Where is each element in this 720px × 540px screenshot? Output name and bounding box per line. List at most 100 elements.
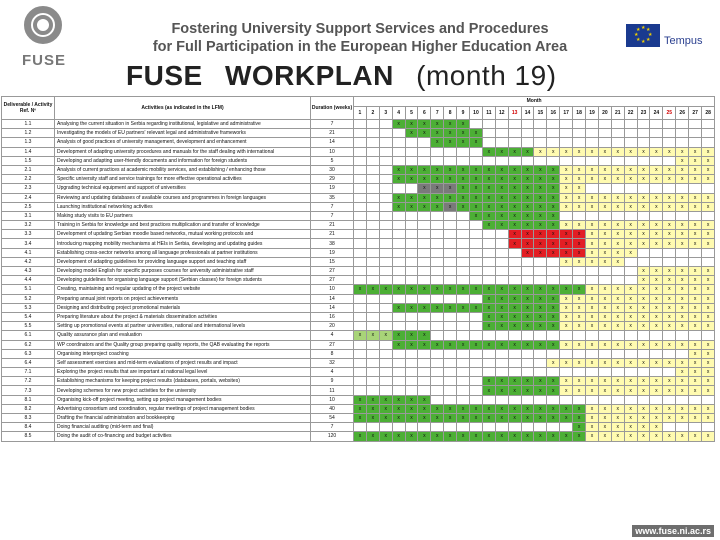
month-cell: x <box>597 201 612 212</box>
month-cell: x <box>430 128 445 139</box>
month-cell: x <box>662 302 677 313</box>
month-cell: x <box>507 183 522 194</box>
table-row: 2.1 Analysis of current practices at acad… <box>1 164 716 176</box>
month-cell <box>533 128 548 139</box>
month-cell <box>533 137 548 148</box>
month-cell <box>481 348 496 359</box>
month-cell <box>378 192 393 203</box>
month-cell: x <box>649 284 664 295</box>
month-cell <box>649 348 664 359</box>
month-cell <box>456 311 471 323</box>
month-cell: x <box>649 293 664 304</box>
month-cell: x <box>675 284 690 295</box>
month-cell <box>417 146 432 157</box>
month-cell: x <box>623 192 638 203</box>
table-row: 6.3 Organising interproject coaching 8 x x <box>1 348 716 359</box>
month-cell <box>675 210 690 222</box>
month-cell <box>353 367 367 378</box>
month-cell <box>430 293 445 304</box>
month-cell <box>597 155 612 166</box>
month-cell: x <box>636 302 651 313</box>
month-cell <box>365 385 380 396</box>
month-cell: x <box>636 293 651 304</box>
month-cell <box>559 394 574 405</box>
month-cell <box>456 394 471 405</box>
month-cell: x <box>520 431 535 442</box>
month-cell: x <box>662 431 677 442</box>
month-cell: x <box>610 229 625 240</box>
month-header: 9 <box>456 105 471 121</box>
month-cell: x <box>494 385 509 396</box>
month-cell <box>636 183 651 194</box>
month-cell <box>662 330 677 341</box>
activity-duration: 32 <box>310 357 354 369</box>
project-title: Fostering University Support Services an… <box>150 20 570 56</box>
month-cell: x <box>494 403 509 415</box>
month-cell: x <box>572 183 587 194</box>
month-cell <box>585 210 599 222</box>
month-cell: x <box>417 192 432 203</box>
month-cell <box>675 128 690 139</box>
month-cell <box>649 330 664 341</box>
month-cell <box>494 128 509 139</box>
month-cell <box>404 155 419 166</box>
month-cell <box>391 229 406 240</box>
month-cell: x <box>507 210 522 222</box>
month-cell: x <box>430 403 445 415</box>
month-cell: x <box>469 339 483 350</box>
table-row: 4.2 Development of adapting guidelines fo… <box>1 256 716 268</box>
activity-ref: 6.3 <box>1 348 55 359</box>
month-cell: x <box>507 164 522 176</box>
table-row: 8.3 Drafting the financial administration… <box>1 412 716 424</box>
month-header: 3 <box>378 105 393 121</box>
month-cell <box>675 348 690 359</box>
month-cell <box>701 128 716 139</box>
month-cell: x <box>469 128 483 139</box>
month-cell <box>507 247 522 258</box>
month-cell <box>520 348 535 359</box>
activity-duration: 10 <box>310 394 354 405</box>
month-cell <box>378 229 393 240</box>
month-cell: x <box>636 403 651 415</box>
month-cell <box>636 137 651 148</box>
month-cell <box>391 220 406 231</box>
month-cell: x <box>688 293 703 304</box>
month-cell: x <box>610 403 625 415</box>
month-cell <box>417 385 432 396</box>
month-cell: x <box>701 367 716 378</box>
activity-duration: 21 <box>310 128 354 139</box>
month-cell: x <box>456 339 471 350</box>
month-cell: x <box>649 238 664 249</box>
month-cell: x <box>610 247 625 258</box>
month-cell <box>469 265 483 277</box>
month-cell <box>365 192 380 203</box>
col-header-month: Month <box>352 96 716 107</box>
month-cell: x <box>533 174 548 185</box>
month-cell <box>572 210 587 222</box>
month-cell <box>456 330 471 341</box>
month-cell <box>636 394 651 405</box>
month-cell <box>365 348 380 359</box>
month-cell: x <box>572 229 587 240</box>
month-cell <box>559 348 574 359</box>
month-cell: x <box>391 302 406 313</box>
month-cell: x <box>546 247 561 258</box>
month-cell <box>481 137 496 148</box>
month-cell <box>507 256 522 268</box>
month-cell: x <box>585 229 599 240</box>
month-cell: x <box>365 431 380 442</box>
month-cell <box>430 265 445 277</box>
month-cell <box>585 394 599 405</box>
month-cell <box>701 330 716 341</box>
month-cell: x <box>688 348 703 359</box>
month-cell: x <box>533 146 548 157</box>
month-cell: x <box>701 385 716 396</box>
month-cell: x <box>546 431 561 442</box>
month-cell <box>610 275 625 286</box>
month-cell: x <box>494 339 509 350</box>
activity-name: Making study visits to EU partners <box>54 210 311 222</box>
month-cell <box>636 118 651 130</box>
month-cell <box>701 137 716 148</box>
month-cell <box>572 367 587 378</box>
month-cell: x <box>701 431 716 442</box>
